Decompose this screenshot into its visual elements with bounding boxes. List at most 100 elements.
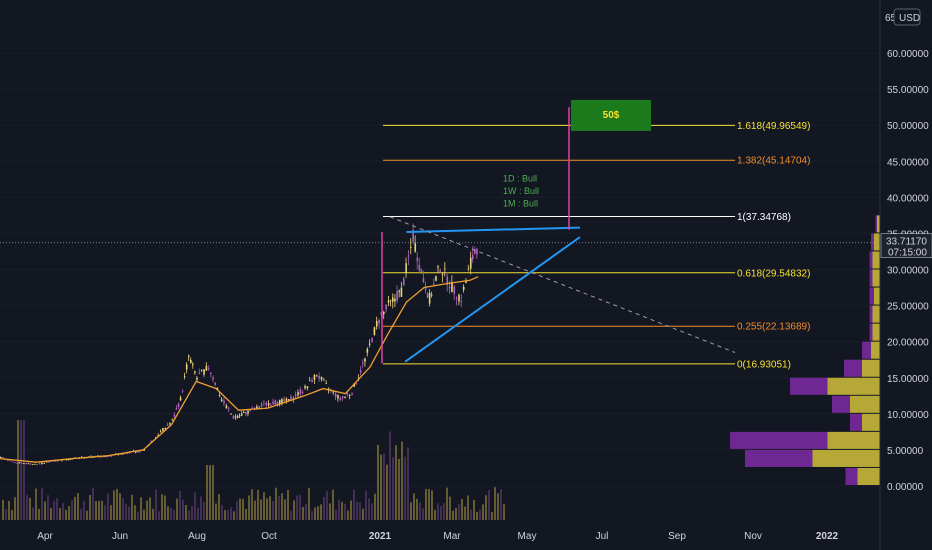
- volume-bar: [440, 505, 442, 520]
- volume-bar: [227, 509, 229, 520]
- volume-bar: [404, 456, 406, 520]
- candle-body: [103, 456, 106, 458]
- x-axis[interactable]: Apr Jun Aug Oct 2021 Mar May Jul Sep Nov 2022: [37, 531, 838, 542]
- volume-bar: [68, 506, 70, 520]
- candle-body: [474, 249, 476, 254]
- candle-body: [378, 319, 380, 324]
- candle-body: [67, 459, 70, 461]
- y-tick-label: 50.00000: [887, 121, 929, 132]
- volume-bar: [245, 508, 247, 520]
- volume-bar: [110, 505, 112, 520]
- x-tick-label: Nov: [744, 531, 762, 542]
- candle-body: [308, 380, 311, 382]
- volume-bar: [317, 506, 319, 520]
- candle-body: [185, 364, 188, 370]
- volume-bar: [170, 507, 172, 520]
- currency-badge-box: [893, 8, 921, 26]
- candle-body: [287, 399, 290, 401]
- candle-body: [444, 268, 446, 270]
- candle-body: [341, 396, 344, 398]
- candle-body: [428, 292, 431, 304]
- volume-bar: [434, 509, 436, 520]
- target-box-label: 50$: [603, 110, 620, 121]
- candle-body: [416, 257, 419, 262]
- x-tick-label: May: [518, 531, 537, 542]
- candle-body: [36, 464, 39, 466]
- candle-body: [304, 386, 306, 389]
- profile-bar-sell: [869, 269, 873, 287]
- volume-bar: [230, 507, 232, 520]
- fibonacci-retracement[interactable]: 1.618(49.96549) 1.382(45.14704) 1(37.34768…: [383, 121, 810, 370]
- volume-bar: [26, 495, 28, 520]
- candle-body: [418, 265, 421, 271]
- volume-bar: [476, 511, 478, 520]
- volume-bar: [116, 488, 118, 520]
- volume-profile: [730, 215, 880, 485]
- volume-bar: [470, 509, 472, 520]
- target-box: 50$: [571, 99, 651, 131]
- volume-bar: [257, 489, 259, 520]
- volume-bar: [461, 498, 463, 520]
- profile-bar-sell: [871, 233, 874, 251]
- volume-bar: [362, 508, 364, 520]
- volume-bar: [395, 445, 397, 520]
- candle-body: [194, 371, 196, 373]
- candle-body: [311, 380, 313, 383]
- candle-body: [126, 452, 129, 454]
- candle-body: [236, 416, 239, 418]
- volume-bar: [113, 490, 115, 520]
- volume-bar: [353, 489, 355, 520]
- volume-bar: [125, 503, 127, 520]
- profile-bar-sell: [875, 215, 877, 233]
- candle-body: [110, 455, 113, 457]
- volume-bar: [215, 503, 217, 520]
- volume-bar: [173, 509, 175, 520]
- volume-bar: [308, 488, 310, 520]
- candle-body: [306, 386, 309, 389]
- volume-bar: [266, 498, 268, 520]
- volume-bar: [65, 510, 67, 520]
- candle-body: [301, 391, 304, 393]
- volume-bar: [497, 493, 499, 520]
- volume-bar: [260, 499, 262, 520]
- volume-bar: [293, 500, 295, 520]
- volume-bar: [269, 496, 271, 520]
- candle-body: [383, 312, 385, 315]
- candle-body: [220, 399, 223, 402]
- candle-body: [281, 399, 283, 404]
- profile-bar-sell: [790, 377, 828, 395]
- profile-bar-sell: [845, 467, 858, 485]
- volume-bar: [503, 504, 505, 520]
- volume-bar: [209, 465, 211, 520]
- candle-body: [460, 300, 463, 302]
- candle-body: [14, 462, 16, 464]
- volume-bar: [140, 497, 142, 520]
- candle-body: [364, 358, 366, 362]
- candle-body: [348, 394, 351, 397]
- candle-body: [290, 396, 292, 401]
- candle-body: [0, 456, 2, 458]
- volume-bar: [158, 511, 160, 520]
- y-axis[interactable]: 0.00000 5.00000 10.00000 15.00000 20.00000 25…: [879, 0, 932, 550]
- candle-body: [34, 463, 36, 465]
- candle-body: [325, 383, 328, 385]
- y-tick-label: 5.00000: [887, 446, 924, 457]
- candle-body: [299, 389, 302, 395]
- volume-bar: [221, 505, 223, 520]
- candle-body: [316, 375, 318, 377]
- volume-bar: [401, 441, 403, 520]
- drawings[interactable]: 50$ 1D : Bull 1W : Bull 1M : Bull: [0, 99, 880, 364]
- volume-bar: [332, 489, 334, 520]
- x-tick-label: Oct: [261, 531, 277, 542]
- candle-body: [392, 297, 394, 302]
- currency-label: USD: [899, 13, 920, 24]
- volume-bar: [485, 495, 487, 520]
- volume-bar: [374, 493, 376, 520]
- volume-bar: [167, 506, 169, 520]
- fib-level-label: 0(16.93051): [737, 359, 791, 370]
- candle-body: [441, 274, 444, 276]
- candle-body: [192, 363, 194, 365]
- trend-indicator-text: 1M : Bull: [503, 198, 538, 208]
- candle-body: [458, 294, 460, 302]
